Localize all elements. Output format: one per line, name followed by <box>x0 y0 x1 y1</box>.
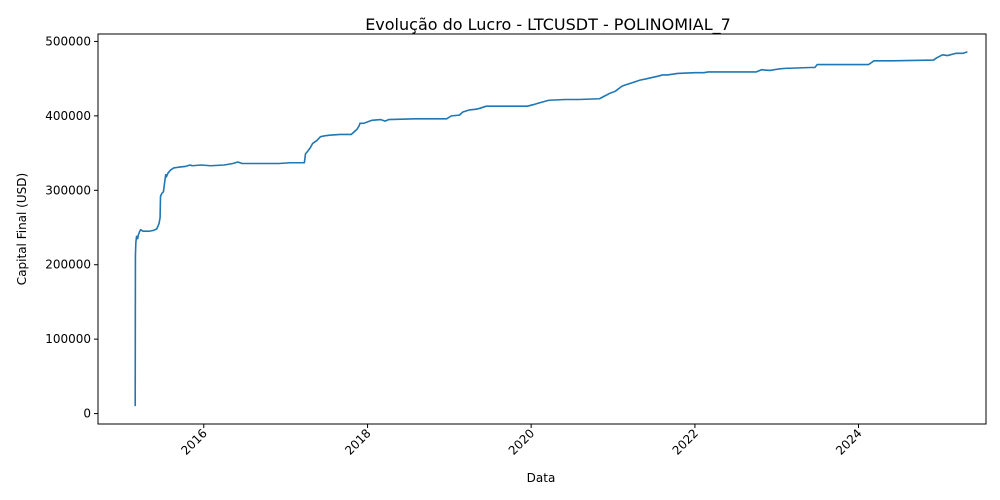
x-tick-label: 2024 <box>833 426 864 457</box>
y-tick-label: 100000 <box>45 332 91 346</box>
x-tick-label: 2022 <box>670 426 701 457</box>
x-tick-label: 2016 <box>178 426 209 457</box>
plot-frame <box>97 33 987 425</box>
y-tick-label: 300000 <box>45 183 91 197</box>
y-tick-label: 0 <box>83 407 91 421</box>
chart-title: Evolução do Lucro - LTCUSDT - POLINOMIAL… <box>365 15 731 35</box>
series-group <box>134 51 968 407</box>
y-tick-label: 200000 <box>45 258 91 272</box>
y-tick-label: 500000 <box>45 34 91 48</box>
x-axis: 2016 2018 2020 2022 2024 <box>178 424 865 458</box>
x-tick-label: 2020 <box>506 426 537 457</box>
y-axis: 0 100000 200000 300000 400000 500000 <box>45 34 98 421</box>
x-axis-label: Data <box>527 471 556 485</box>
x-tick-label: 2018 <box>342 426 373 457</box>
series-line <box>134 51 968 407</box>
y-tick-label: 400000 <box>45 109 91 123</box>
y-axis-label: Capital Final (USD) <box>15 173 29 285</box>
